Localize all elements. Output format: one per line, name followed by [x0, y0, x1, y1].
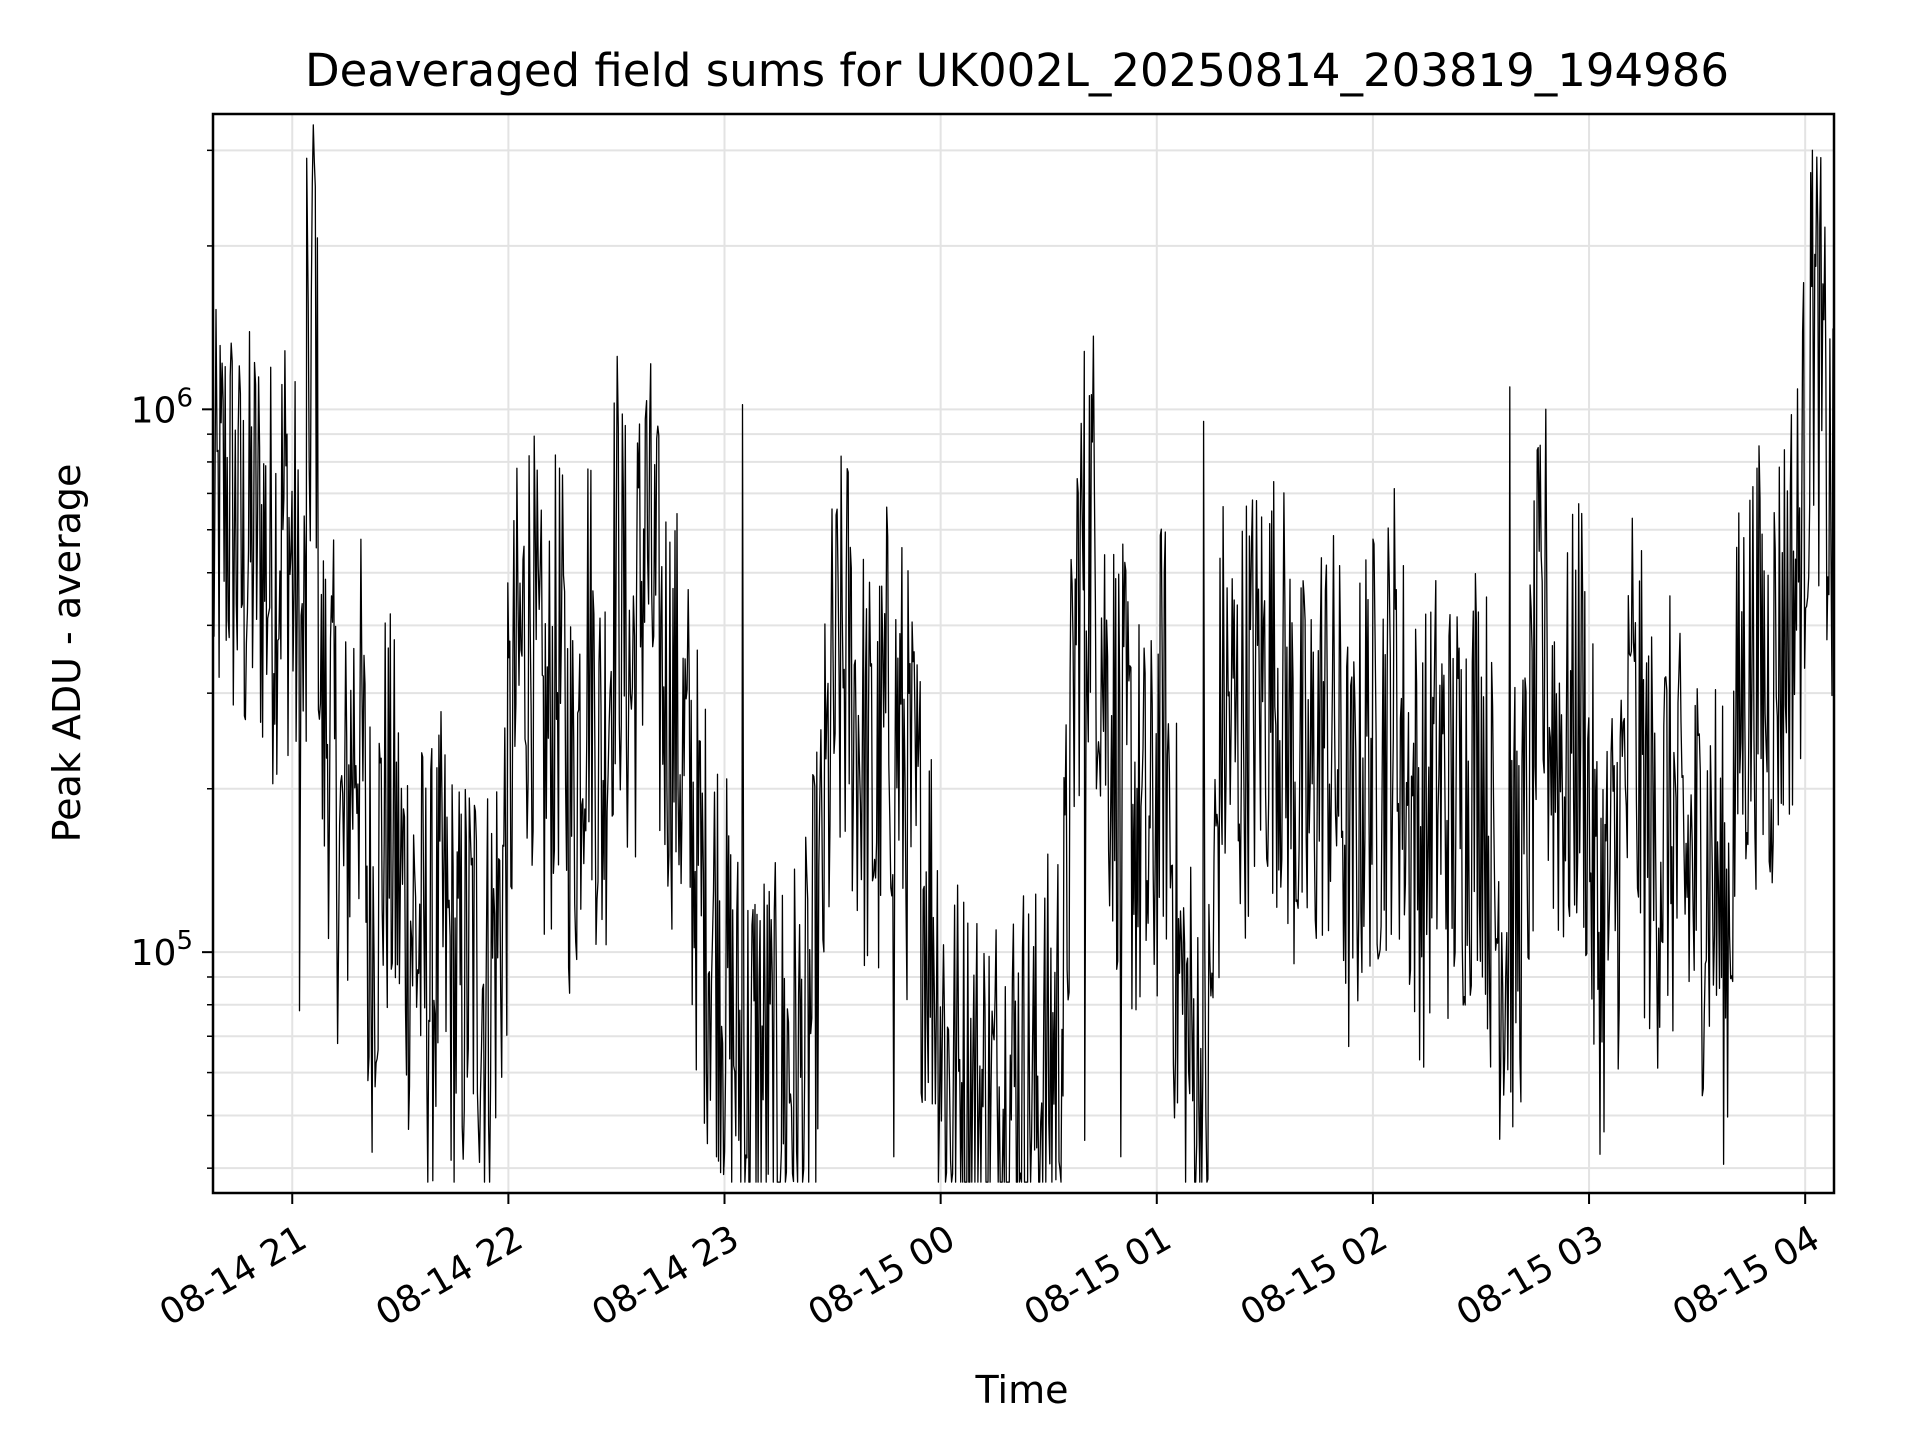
y-tick-exponent: 5 — [176, 926, 193, 956]
plot-frame — [211, 112, 1836, 1195]
y-tick-label: 105 — [131, 926, 193, 974]
x-tick-label: 08-14 21 — [153, 1218, 314, 1334]
series-line — [212, 124, 1835, 1183]
x-tick-label: 08-15 02 — [1234, 1218, 1395, 1334]
x-tick-label: 08-15 01 — [1018, 1218, 1179, 1334]
y-tick-base: 10 — [131, 933, 177, 974]
x-tick-label: 08-14 22 — [369, 1218, 530, 1334]
x-tick-label: 08-15 04 — [1666, 1218, 1827, 1334]
x-tick-label: 08-15 03 — [1450, 1218, 1611, 1334]
x-tick-label: 08-14 23 — [585, 1218, 746, 1334]
data-layer — [212, 124, 1835, 1183]
grid-layer — [213, 114, 1834, 1193]
y-axis-title: Peak ADU - average — [45, 464, 89, 843]
x-tick-label: 08-15 00 — [801, 1218, 962, 1334]
y-tick-base: 10 — [131, 390, 177, 431]
y-tick-label: 106 — [131, 383, 193, 431]
y-tick-exponent: 6 — [176, 383, 193, 413]
chart-title: Deaveraged field sums for UK002L_2025081… — [305, 44, 1729, 97]
x-axis-title: Time — [975, 1368, 1069, 1412]
